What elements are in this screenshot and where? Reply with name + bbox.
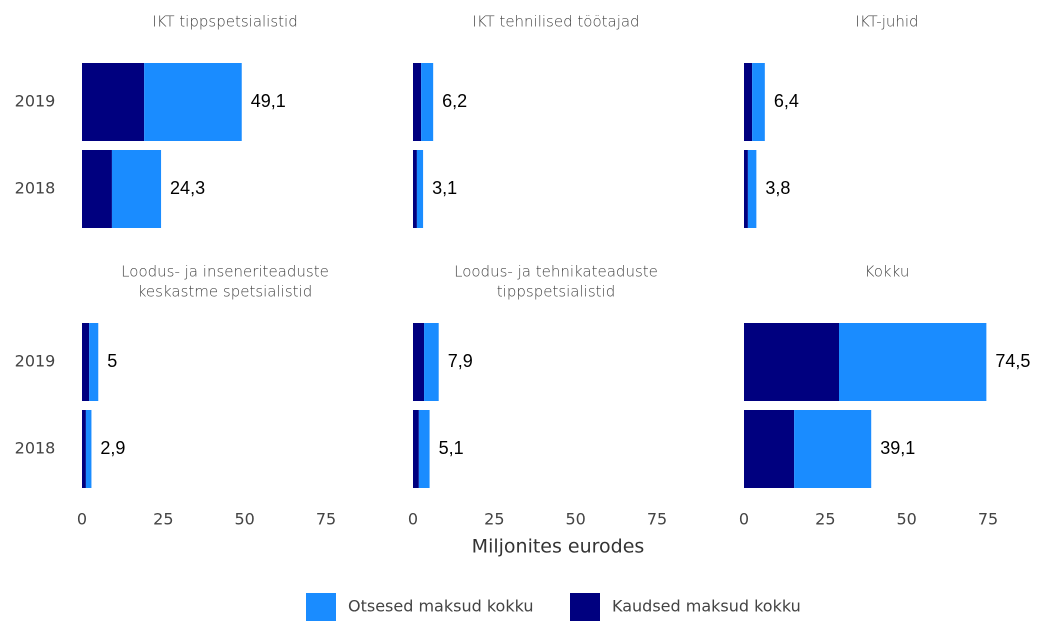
panel-title: Loodus- ja tehnikateaduste [454,263,658,281]
x-tick-label: 75 [978,510,998,529]
bar-segment [794,410,872,488]
bar-segment [838,323,987,401]
data-label: 74,5 [995,351,1030,371]
y-tick-label: 2018 [15,439,56,458]
data-label: 2,9 [100,438,125,458]
panel-title: IKT tippspetsialistid [152,13,297,31]
panel-title: tippspetsialistid [497,283,615,301]
data-label: 6,2 [442,91,467,111]
panel-title: Kokku [865,263,910,281]
data-label: 24,3 [170,178,205,198]
y-tick-label: 2019 [15,92,56,111]
bar-segment [82,63,145,141]
bar-segment [421,63,434,141]
bar-segment [144,63,242,141]
bar-segment [111,150,162,228]
bar-segment [752,63,765,141]
data-label: 49,1 [251,91,286,111]
bar-segment [413,63,422,141]
panel-title: IKT tehnilised töötajad [472,13,639,31]
panel-title: Loodus- ja inseneriteaduste [121,263,329,281]
data-label: 3,8 [765,178,790,198]
bar-segment [413,410,419,488]
y-tick-label: 2018 [15,179,56,198]
data-label: 5 [107,351,117,371]
bar-segment [82,323,90,401]
panel-title: IKT-juhid [855,13,918,31]
x-tick-label: 50 [896,510,916,529]
x-tick-label: 0 [739,510,749,529]
bar-segment [82,150,112,228]
bar-segment [744,323,839,401]
bar-segment [744,63,753,141]
y-tick-label: 2019 [15,352,56,371]
x-tick-label: 0 [77,510,87,529]
bar-segment [85,410,92,488]
data-label: 7,9 [448,351,473,371]
x-tick-label: 25 [484,510,504,529]
x-tick-label: 50 [234,510,254,529]
legend-swatch [570,593,600,621]
data-label: 3,1 [432,178,457,198]
x-tick-label: 25 [153,510,173,529]
x-tick-label: 25 [815,510,835,529]
bar-segment [744,410,795,488]
bar-segment [82,410,86,488]
bar-segment [413,323,425,401]
bar-segment [418,410,430,488]
bar-segment [89,323,99,401]
bar-segment [744,150,748,228]
data-label: 39,1 [880,438,915,458]
data-label: 6,4 [774,91,799,111]
panel-title: keskastme spetsialistid [138,283,312,301]
legend-label: Kaudsed maksud kokku [612,597,801,616]
bar-segment [747,150,757,228]
bar-segment [416,150,424,228]
bar-segment [413,150,417,228]
data-label: 5,1 [439,438,464,458]
x-tick-label: 0 [408,510,418,529]
legend-label: Otsesed maksud kokku [348,597,534,616]
bar-segment [424,323,439,401]
legend-swatch [306,593,336,621]
x-axis-label: Miljonites eurodes [472,536,645,558]
x-tick-label: 75 [316,510,336,529]
x-tick-label: 50 [565,510,585,529]
x-tick-label: 75 [647,510,667,529]
